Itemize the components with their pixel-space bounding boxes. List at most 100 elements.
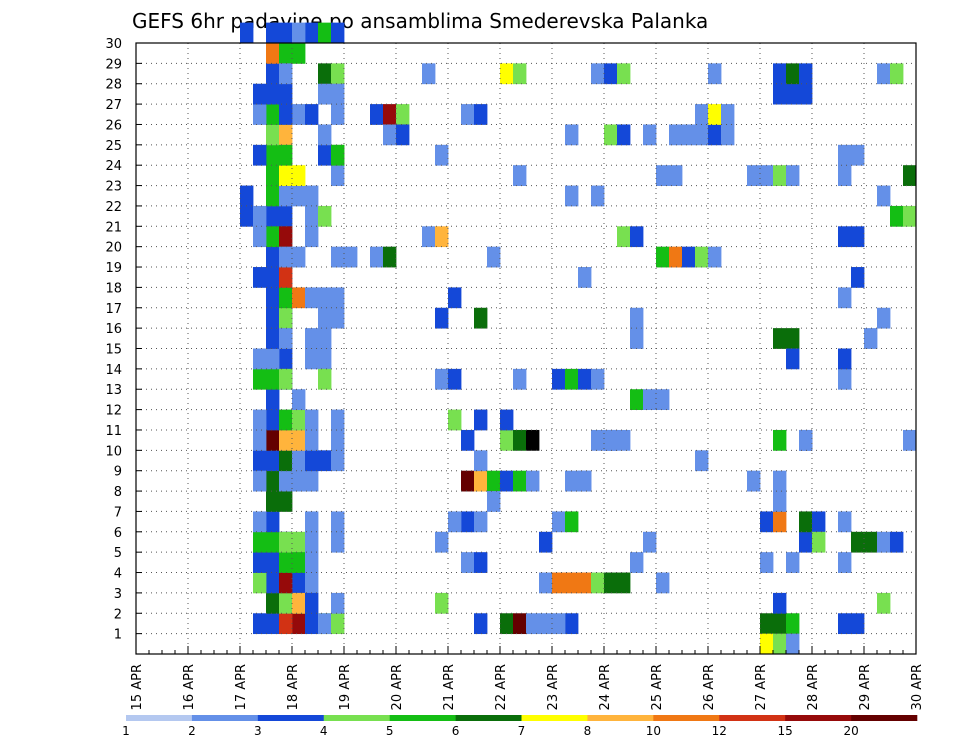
heatmap-cell [253,409,267,431]
y-tick-label: 20 [105,241,122,256]
heatmap-cell [279,144,293,166]
heatmap-cell [773,429,787,451]
x-tick-label: 20 APR [390,664,405,710]
heatmap-cell [305,552,319,573]
heatmap-cell [279,491,293,512]
heatmap-cell [708,124,722,146]
heatmap-cell [266,144,280,166]
heatmap-cell [838,552,852,573]
heatmap-cell [877,592,891,614]
y-tick-label: 11 [105,424,122,439]
heatmap-cell [578,572,592,594]
heatmap-cell [721,104,735,125]
heatmap-cell [786,633,800,655]
heatmap-cell [760,165,774,186]
heatmap-cell [565,124,579,146]
heatmap-cell [721,124,735,146]
heatmap-cell [292,22,306,44]
heatmap-cell [266,511,280,533]
heatmap-cell [656,246,670,268]
heatmap-cell [331,511,345,533]
heatmap-cell [669,165,683,186]
heatmap-cell [565,368,579,390]
y-tick-label: 21 [105,220,122,235]
heatmap-cell [279,368,293,390]
heatmap-cell [591,63,605,85]
legend-label: 4 [320,724,328,738]
heatmap-cell [331,429,345,451]
heatmap-cell [318,348,332,370]
heatmap-cell [331,104,345,125]
heatmap-cell [851,144,865,166]
heatmap-cell [786,165,800,186]
y-tick-label: 12 [105,404,122,419]
heatmap-cell [695,246,709,268]
heatmap-cell [253,144,267,166]
x-axis: 15 APR 16 APR 17 APR 18 APR 19 APR 20 APR 21 A… [130,646,925,710]
heatmap-cell [266,491,280,512]
heatmap-cell [656,389,670,410]
heatmap-cell [318,205,332,227]
heatmap-cell [279,267,293,288]
heatmap-cell [786,348,800,370]
legend-swatch [126,715,193,721]
heatmap-cell [253,429,267,451]
heatmap-cell [474,450,488,472]
y-tick-label: 14 [105,363,122,378]
x-tick-label: 23 APR [546,664,561,710]
heatmap-cell [591,185,605,207]
heatmap-cell [422,63,436,85]
heatmap-cell [370,104,384,125]
heatmap-cell [773,470,787,492]
heatmap-cell [292,287,306,309]
heatmap-cell [266,328,280,349]
heatmap-cell [565,185,579,207]
legend-swatch [323,715,390,721]
heatmap-cell [812,511,826,533]
heatmap-cell [318,63,332,85]
heatmap-cell [305,328,319,349]
y-tick-label: 24 [105,159,122,174]
heatmap-cell [617,429,631,451]
heatmap-cell [747,165,761,186]
heatmap-cell [383,246,397,268]
heatmap-cell [760,613,774,635]
heatmap-cell [760,511,774,533]
y-tick-label: 18 [105,281,122,296]
heatmap-cell [279,104,293,125]
x-tick-label: 25 APR [650,664,665,710]
x-tick-label: 27 APR [754,664,769,710]
heatmap-cell [630,307,644,329]
x-tick-label: 18 APR [286,664,301,710]
heatmap-cell [565,511,579,533]
heatmap-cell [279,124,293,146]
heatmap-cell [292,104,306,125]
heatmap-cell [526,429,540,451]
heatmap-cell [266,389,280,410]
heatmap-cell [435,592,449,614]
heatmap-cell [331,592,345,614]
heatmap-cell [318,22,332,44]
legend-swatch [587,715,654,721]
heatmap-cell [890,531,904,553]
legend-label: 15 [778,724,793,738]
heatmap-cell [266,470,280,492]
heatmap-cell [318,83,332,105]
heatmap-cell [786,613,800,635]
legend-swatch [521,715,588,721]
heatmap-cell [331,531,345,553]
heatmap-cell [266,22,280,44]
y-tick-label: 28 [105,78,122,93]
heatmap-cell [331,409,345,431]
heatmap-cell [279,205,293,227]
y-tick-label: 30 [105,37,122,52]
heatmap-cell [578,267,592,288]
y-tick-label: 4 [114,567,122,582]
heatmap-cell [851,531,865,553]
legend-label: 5 [386,724,394,738]
y-tick-label: 8 [114,485,122,500]
heatmap-cell [266,287,280,309]
heatmap-cell [305,22,319,44]
heatmap-cell [539,531,553,553]
x-tick-label: 24 APR [598,664,613,710]
